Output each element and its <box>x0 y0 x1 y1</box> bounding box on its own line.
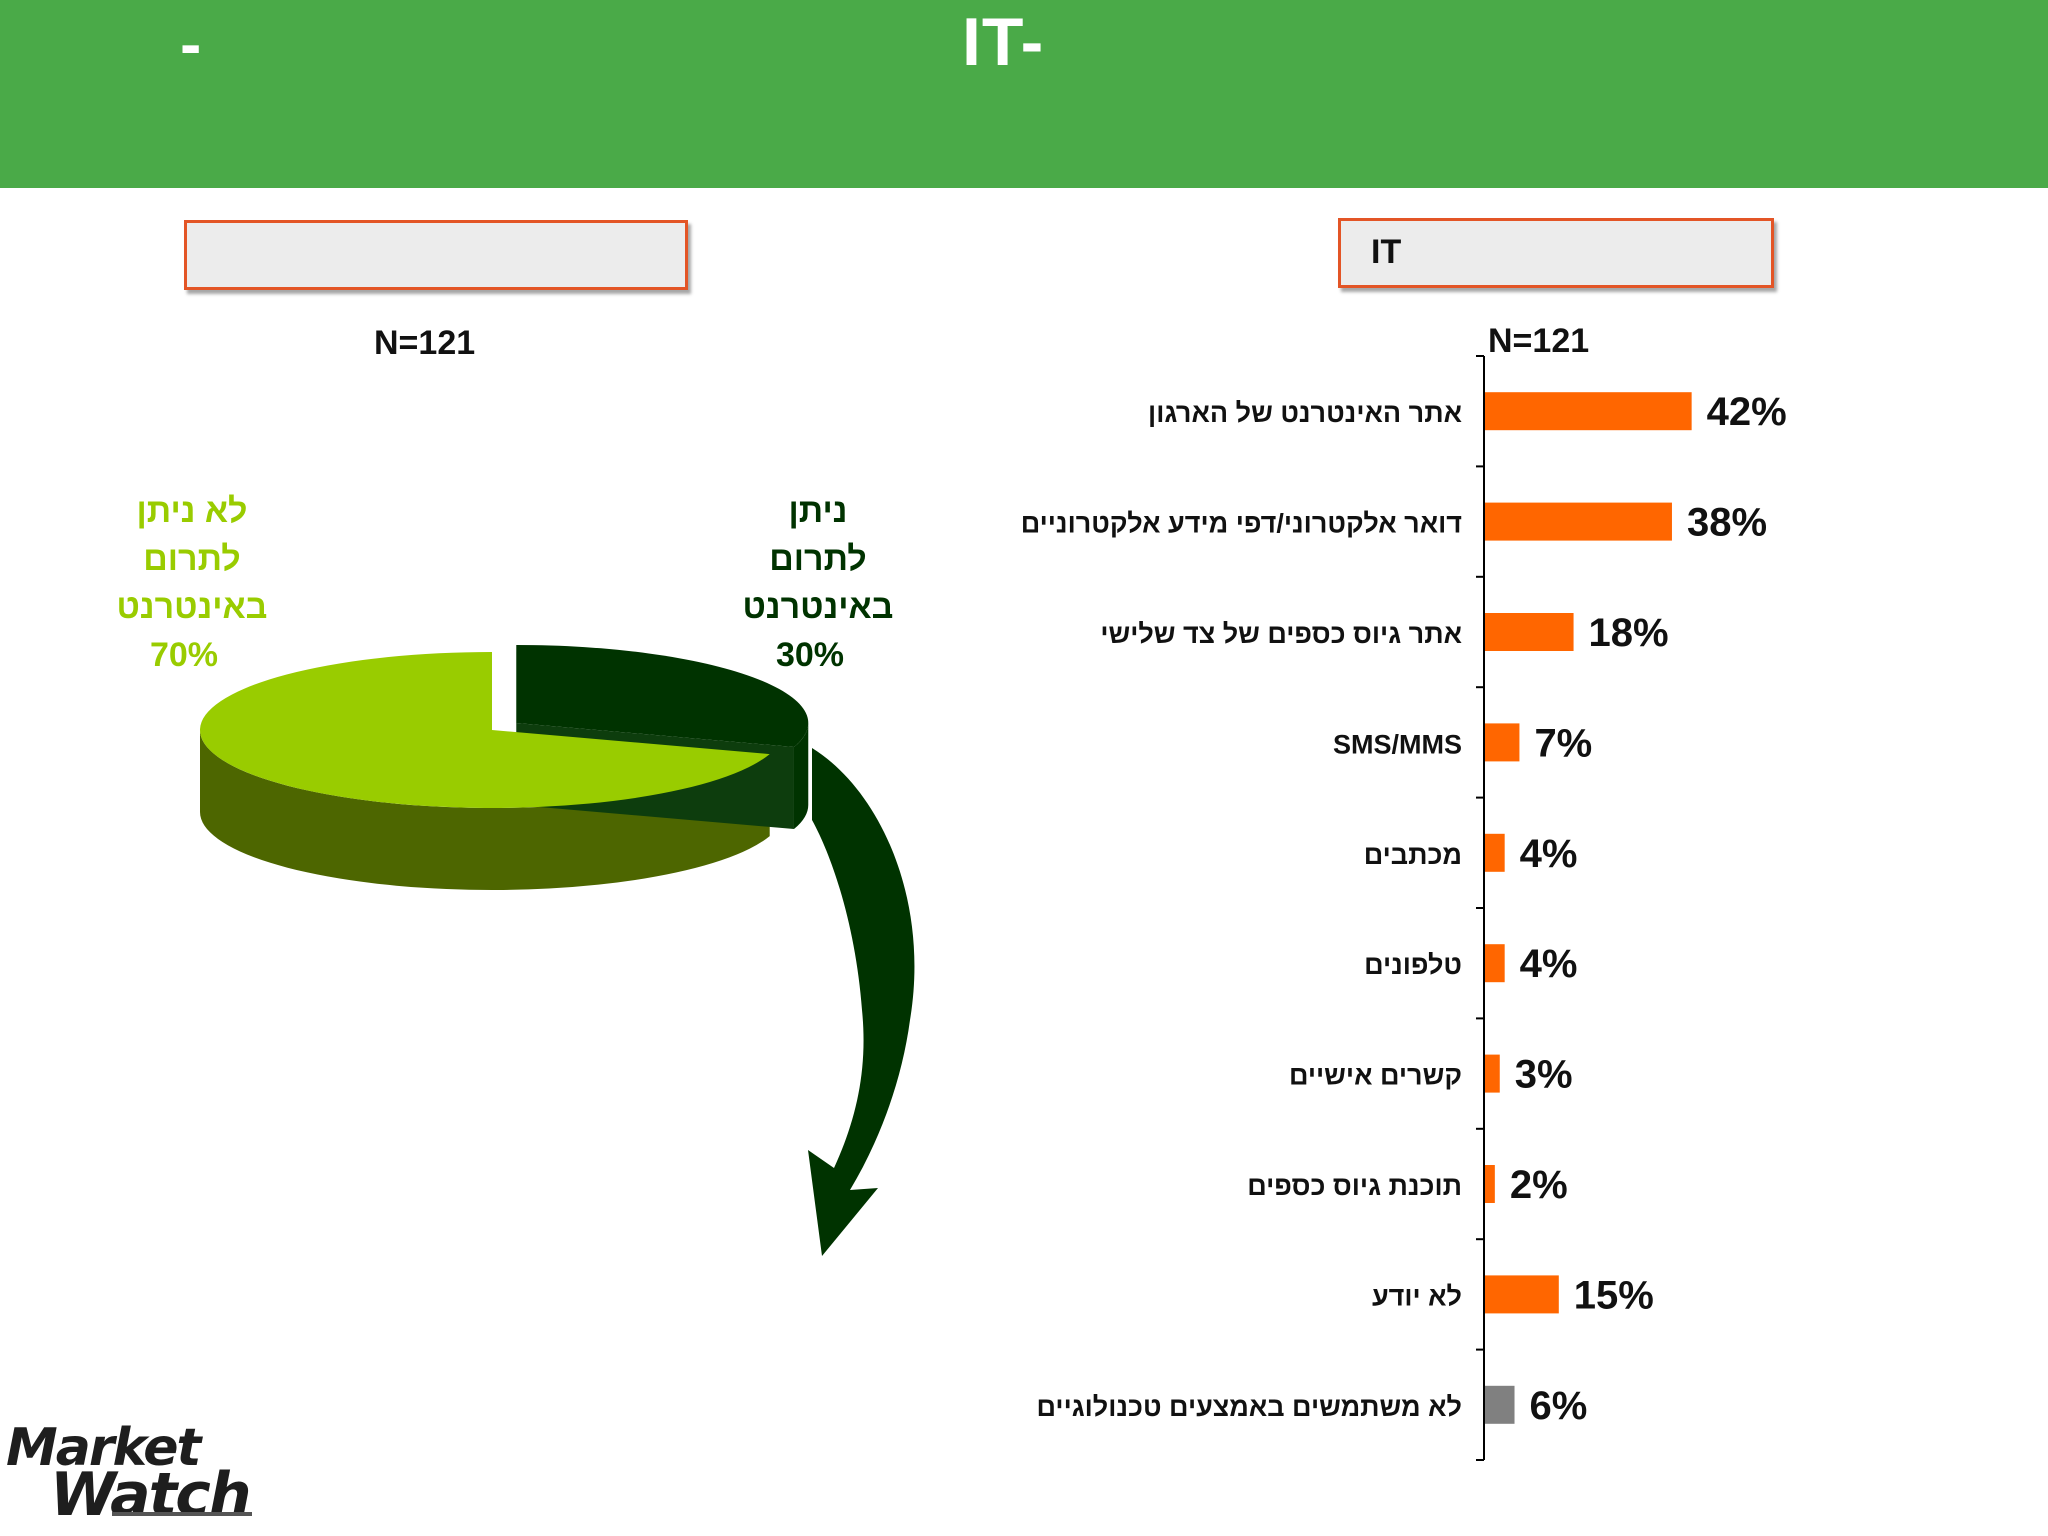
bar <box>1485 723 1520 762</box>
data-label: 18% <box>1589 611 1669 655</box>
bar <box>1485 833 1505 872</box>
pie-value-label: 70% <box>150 636 218 674</box>
pie-label-line: לתרום <box>769 540 867 578</box>
data-label: 4% <box>1520 942 1578 986</box>
logo-line2: Watch <box>50 1460 252 1530</box>
category-label: אתר גיוס כספים של צד שלישי <box>1100 619 1462 649</box>
category-label: לא משתמשים באמצעים טכנולוגיים <box>1037 1392 1462 1422</box>
logo-underline <box>112 1512 252 1516</box>
pie-slice-side <box>200 730 770 890</box>
category-label: תוכנת גיוס כספים <box>1247 1171 1462 1201</box>
marketwatch-logo: Market Watch <box>6 1418 256 1530</box>
data-label: 2% <box>1510 1163 1568 1207</box>
pie-slice <box>516 644 809 748</box>
category-label: מכתבים <box>1364 840 1462 870</box>
pie-label-line: באינטרנט <box>117 588 268 626</box>
pie-value-label: 30% <box>776 636 844 674</box>
bar-sample-size: N=121 <box>1488 322 1590 360</box>
left-chart-title-box <box>184 220 688 290</box>
category-label: SMS/MMS <box>1333 729 1462 759</box>
category-label: קשרים אישיים <box>1289 1061 1462 1091</box>
bar <box>1485 392 1692 431</box>
pie-label-line: לתרום <box>143 540 241 578</box>
data-label: 3% <box>1515 1053 1573 1097</box>
bar <box>1485 1165 1495 1203</box>
header-dash: - <box>180 8 202 80</box>
category-label: לא יודע <box>1372 1281 1462 1311</box>
data-label: 38% <box>1687 501 1767 545</box>
right-chart-title: IT <box>1371 233 1402 271</box>
data-label: 42% <box>1707 390 1787 434</box>
bar <box>1485 1385 1515 1424</box>
header-banner: - IT- <box>0 0 2048 188</box>
pie-slice <box>200 652 770 808</box>
logo-line1: Market <box>6 1418 201 1478</box>
curved-arrow-icon <box>808 748 915 1256</box>
category-label: טלפונים <box>1364 950 1462 980</box>
right-chart-title-box: IT <box>1338 218 1774 288</box>
category-label: אתר האינטרנט של הארגון <box>1148 398 1462 428</box>
bar <box>1485 1054 1500 1093</box>
bar <box>1485 502 1672 541</box>
category-label: דואר אלקטרוני/דפי מידע אלקטרוניים <box>1021 509 1462 539</box>
bar <box>1485 1275 1559 1314</box>
data-label: 7% <box>1534 721 1592 765</box>
pie-label-line: לא ניתן <box>137 492 248 530</box>
pie-label-line: ניתן <box>789 492 848 530</box>
bar <box>1485 944 1505 983</box>
page-title: IT- <box>962 4 1045 80</box>
pie-slice-side <box>793 722 809 830</box>
pie-label-line: באינטרנט <box>743 588 894 626</box>
data-label: 4% <box>1520 832 1578 876</box>
bar <box>1485 613 1574 651</box>
data-label: 6% <box>1530 1384 1588 1428</box>
data-label: 15% <box>1574 1273 1654 1317</box>
pie-sample-size: N=121 <box>374 324 476 362</box>
